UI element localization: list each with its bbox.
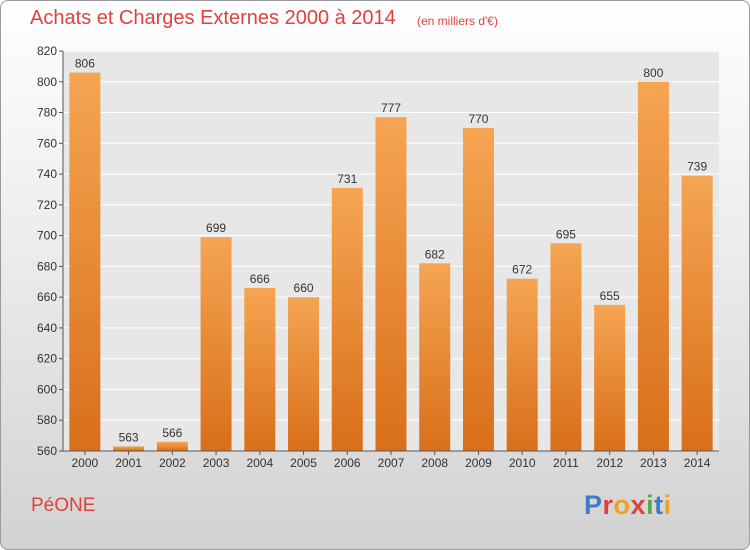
x-tick-label: 2005 (290, 456, 317, 470)
commune-name: PéONE (31, 495, 96, 516)
bar-value-label: 563 (119, 430, 139, 444)
bar (200, 237, 232, 451)
bar-value-label: 770 (468, 112, 488, 126)
y-tick-label: 580 (37, 413, 57, 427)
chart-subtitle: (en milliers d'€) (417, 14, 498, 28)
bar (419, 263, 451, 451)
x-tick-label: 2008 (421, 456, 448, 470)
logo-letter: x (630, 490, 647, 520)
logo-letter: o (613, 490, 631, 520)
logo-letter: t (654, 490, 664, 520)
bar (506, 278, 538, 451)
y-tick-label: 620 (37, 352, 57, 366)
logo-letter: r (602, 490, 614, 520)
bar (637, 81, 669, 452)
x-tick-label: 2001 (115, 456, 142, 470)
bar (550, 243, 582, 451)
y-tick-label: 800 (37, 75, 57, 89)
y-tick-label: 820 (37, 44, 57, 58)
bar-value-label: 695 (556, 227, 576, 241)
bar-value-label: 660 (294, 281, 314, 295)
bar (594, 304, 626, 451)
x-tick-label: 2000 (72, 456, 99, 470)
logo-letter: P (584, 490, 603, 520)
bar-value-label: 566 (162, 426, 182, 440)
bar-value-label: 682 (425, 247, 445, 261)
bar (288, 297, 320, 451)
chart-title: Achats et Charges Externes 2000 à 2014 (30, 7, 396, 29)
x-tick-label: 2007 (378, 456, 405, 470)
bar (681, 175, 713, 451)
bar (156, 441, 188, 451)
y-tick-label: 720 (37, 198, 57, 212)
bar (113, 446, 145, 451)
bar-value-label: 806 (75, 57, 95, 71)
bar-value-label: 672 (512, 263, 532, 277)
y-tick-label: 660 (37, 290, 57, 304)
x-tick-label: 2014 (684, 456, 711, 470)
y-tick-label: 560 (37, 444, 57, 458)
logo-letter: i (663, 490, 672, 520)
x-tick-label: 2012 (596, 456, 623, 470)
proxiti-logo[interactable]: Proxiti (584, 490, 672, 521)
bar-value-label: 731 (337, 172, 357, 186)
y-tick-label: 780 (37, 106, 57, 120)
y-tick-label: 740 (37, 167, 57, 181)
bar (375, 117, 407, 452)
x-tick-label: 2006 (334, 456, 361, 470)
x-tick-label: 2004 (246, 456, 273, 470)
bar (69, 72, 101, 452)
bar-value-label: 800 (643, 66, 663, 80)
x-tick-label: 2002 (159, 456, 186, 470)
y-tick-label: 680 (37, 259, 57, 273)
bar-value-label: 739 (687, 160, 707, 174)
bar-value-label: 777 (381, 101, 401, 115)
bar-value-label: 655 (600, 289, 620, 303)
bar-value-label: 699 (206, 221, 226, 235)
x-tick-label: 2013 (640, 456, 667, 470)
y-tick-label: 700 (37, 229, 57, 243)
bar (331, 187, 363, 451)
x-tick-label: 2010 (509, 456, 536, 470)
x-tick-label: 2009 (465, 456, 492, 470)
x-tick-label: 2011 (553, 456, 579, 470)
y-tick-label: 600 (37, 382, 57, 396)
bar (462, 127, 494, 451)
y-tick-label: 760 (37, 136, 57, 150)
y-tick-label: 640 (37, 321, 57, 335)
bar (244, 287, 276, 451)
x-tick-label: 2003 (203, 456, 230, 470)
logo-letter: i (646, 490, 655, 520)
bar-value-label: 666 (250, 272, 270, 286)
